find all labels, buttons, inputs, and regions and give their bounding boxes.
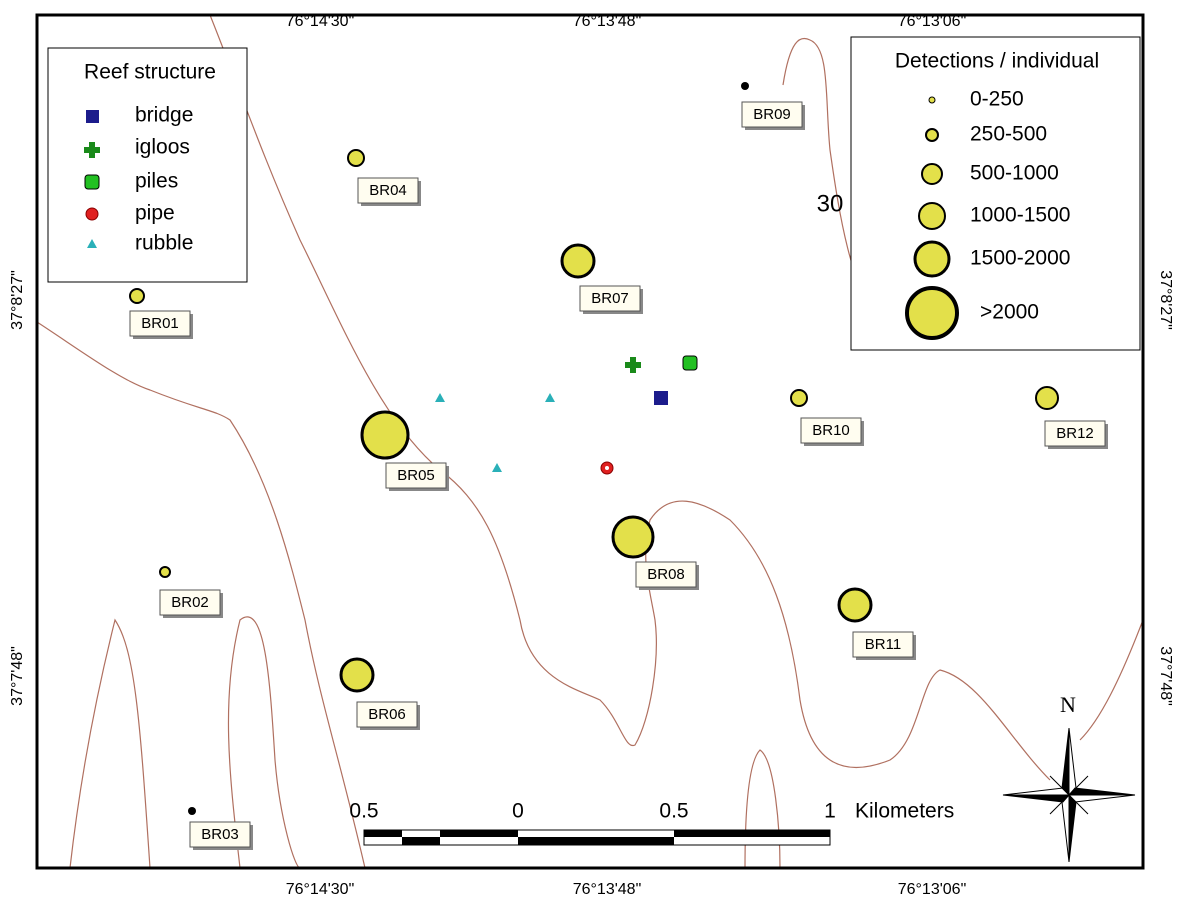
station-label: BR04	[369, 182, 407, 199]
station-marker	[741, 82, 749, 90]
north-arrow	[1002, 727, 1136, 863]
scale-label: 0.5	[349, 800, 378, 823]
longitude-label: 76°14'30"	[286, 881, 355, 898]
label-box	[579, 285, 641, 312]
legend-label: piles	[135, 170, 178, 193]
legend-label: 1500-2000	[970, 247, 1070, 270]
legend-title: Detections / individual	[895, 50, 1099, 73]
label-box	[356, 701, 418, 728]
piles-symbol	[682, 355, 698, 371]
station-marker	[837, 587, 873, 623]
legend-label: 1000-1500	[970, 204, 1070, 227]
contour-label: 30	[817, 190, 844, 217]
detections-legend: 0-250 250-500 500-1000 1000-1500 1500-2000 >2…	[905, 88, 1070, 340]
station-label: BR08	[647, 566, 685, 583]
scale-label: 0	[512, 800, 524, 823]
legend-label: 500-1000	[970, 162, 1059, 185]
station-label: BR06	[368, 706, 406, 723]
station-marker	[611, 515, 655, 559]
legend-label: rubble	[135, 232, 193, 255]
structures	[435, 355, 698, 475]
station-label: BR05	[397, 467, 435, 484]
legend-symbol	[928, 96, 936, 104]
legend-symbol	[86, 110, 99, 123]
station-marker	[188, 807, 196, 815]
map-frame	[35, 13, 1145, 870]
latitude-label: 37°8'27"	[9, 270, 26, 330]
latitude-label: 37°7'48"	[9, 646, 26, 706]
station-marker	[159, 566, 171, 578]
latitude-label: 37°8'27"	[1157, 270, 1174, 330]
legend-symbol	[905, 286, 959, 340]
latitude-label: 37°7'48"	[1157, 646, 1174, 706]
station-marker	[790, 389, 808, 407]
legend-symbol	[925, 128, 939, 142]
scale-bar	[363, 829, 831, 846]
legend-symbol	[87, 239, 97, 248]
legend-symbol	[84, 142, 100, 158]
legend-box	[47, 47, 248, 283]
station-label: BR02	[171, 594, 209, 611]
legend-label: igloos	[135, 136, 190, 159]
label-box	[357, 177, 419, 204]
legend-symbol	[84, 174, 100, 190]
longitude-label: 76°14'30"	[286, 13, 355, 30]
station-marker	[360, 410, 410, 460]
station-marker	[560, 243, 596, 279]
longitude-label: 76°13'48"	[573, 13, 642, 30]
legend-box	[850, 36, 1141, 351]
rubble-symbol	[435, 393, 445, 402]
station-marker	[347, 149, 365, 167]
station-marker	[339, 657, 375, 693]
label-box	[800, 417, 862, 444]
legend-label: bridge	[135, 104, 193, 127]
station-label: BR03	[201, 826, 239, 843]
legend-symbol	[85, 207, 99, 221]
scale-label: 1	[824, 800, 836, 823]
longitude-label: 76°13'06"	[898, 881, 967, 898]
label-box	[129, 310, 191, 337]
label-box	[189, 821, 251, 848]
station-label: BR11	[865, 636, 901, 653]
legend-symbol	[918, 202, 946, 230]
rubble-symbol	[545, 393, 555, 402]
legend-label: pipe	[135, 202, 175, 225]
station-marker	[1035, 386, 1059, 410]
station-label: BR12	[1056, 425, 1094, 442]
scale-unit: Kilometers	[855, 800, 954, 823]
stations: BR01 BR02 BR03 BR04 BR05 BR06 BR07 BR08 BR09 BR10…	[129, 82, 1108, 850]
station-label: BR09	[753, 106, 791, 123]
label-box	[385, 462, 447, 489]
station-label: BR01	[141, 315, 179, 332]
label-box	[635, 561, 697, 588]
contours	[36, 14, 1144, 869]
rubble-symbol	[492, 463, 502, 472]
pipe-symbol	[605, 466, 609, 470]
legend-label: >2000	[980, 301, 1039, 324]
label-box	[852, 631, 914, 658]
scale-label: 0.5	[659, 800, 688, 823]
igloos-symbol	[625, 357, 641, 373]
longitude-label: 76°13'48"	[573, 881, 642, 898]
label-box	[159, 589, 221, 616]
legend-title: Reef structure	[84, 61, 216, 84]
longitude-label: 76°13'06"	[898, 13, 967, 30]
label-box	[741, 101, 803, 128]
label-box	[1044, 420, 1106, 447]
legend-symbol	[921, 163, 943, 185]
bridge-symbol	[654, 391, 668, 405]
north-label: N	[1060, 692, 1076, 717]
legend-symbol	[913, 240, 951, 278]
station-label: BR07	[591, 290, 629, 307]
station-marker	[129, 288, 145, 304]
legend-label: 250-500	[970, 123, 1047, 146]
legend-label: 0-250	[970, 88, 1024, 111]
station-label: BR10	[812, 422, 850, 439]
